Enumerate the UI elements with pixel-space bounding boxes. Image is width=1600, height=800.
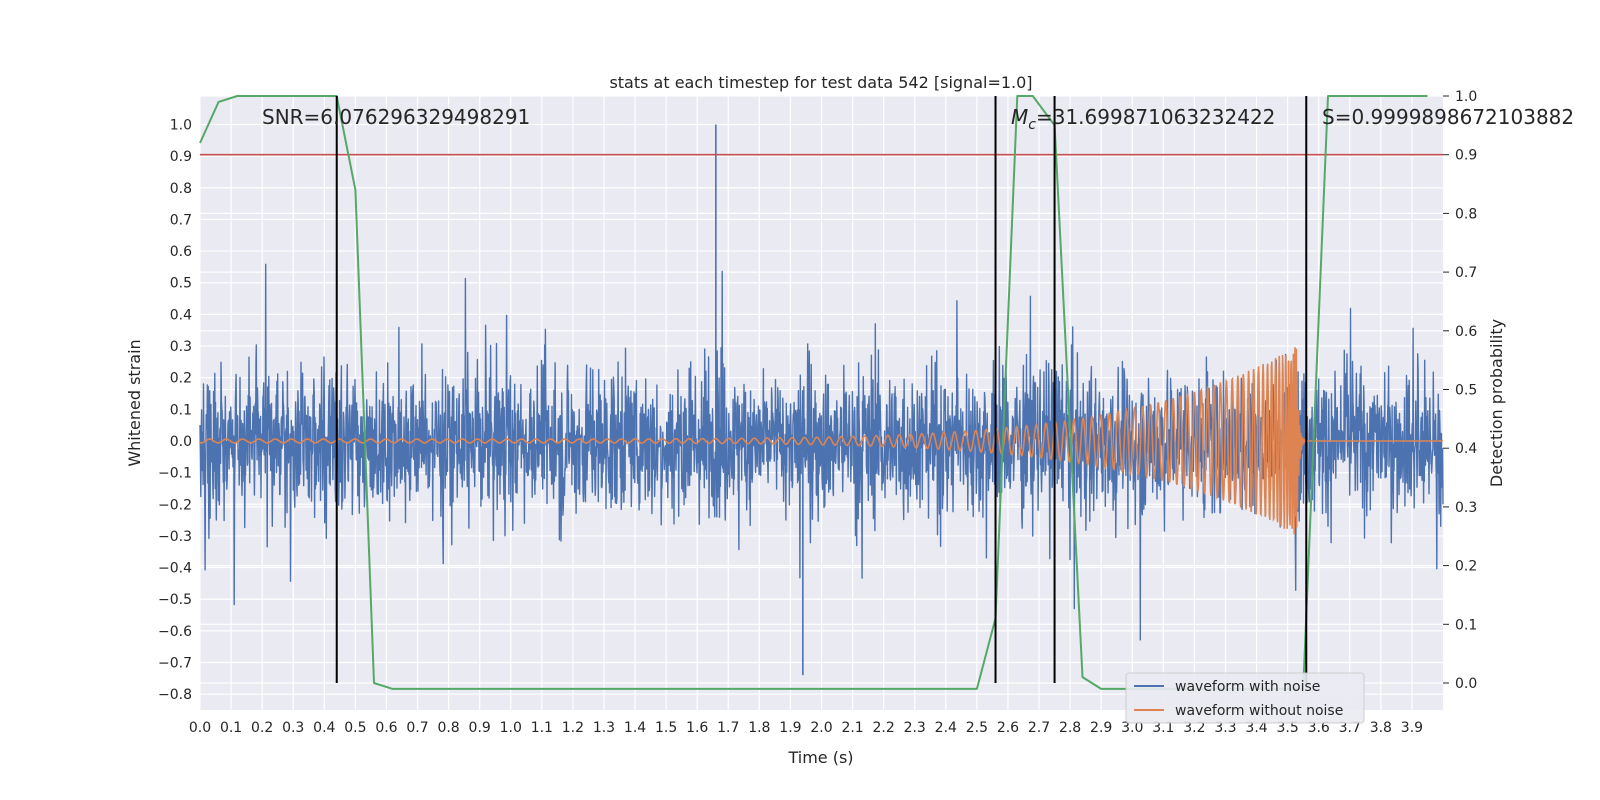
y2-tick-4: 0.6 — [1455, 324, 1477, 340]
x-tick-24: 2.4 — [935, 720, 957, 736]
y-tick-12: −0.2 — [158, 497, 192, 513]
x-tick-4: 0.4 — [313, 720, 335, 736]
x-tick-21: 2.1 — [841, 720, 863, 736]
y-tick-13: −0.3 — [158, 529, 192, 545]
x-tick-37: 3.7 — [1339, 720, 1361, 736]
y-tick-6: 0.4 — [170, 307, 192, 323]
series-waveform-without-noise — [199, 347, 1443, 535]
annotation-snr: SNR=6.076296329498291 — [262, 105, 530, 129]
x-tick-5: 0.5 — [344, 720, 366, 736]
x-tick-28: 2.8 — [1059, 720, 1081, 736]
y-tick-18: −0.8 — [158, 687, 192, 703]
y-tick-10: 0.0 — [170, 434, 192, 450]
y-tick-4: 0.6 — [170, 244, 192, 260]
x-tick-38: 3.8 — [1370, 720, 1392, 736]
y-tick-1: 0.9 — [170, 149, 192, 165]
x-tick-29: 2.9 — [1090, 720, 1112, 736]
y-tick-14: −0.4 — [158, 561, 192, 577]
x-axis-label: Time (s) — [787, 748, 853, 767]
x-tick-18: 1.8 — [748, 720, 770, 736]
y-tick-8: 0.2 — [170, 371, 192, 387]
y-tick-2: 0.8 — [170, 181, 192, 197]
y2-tick-7: 0.3 — [1455, 500, 1477, 516]
x-tick-15: 1.5 — [655, 720, 677, 736]
x-tick-0: 0.0 — [189, 720, 211, 736]
y2-tick-labels: 1.0 0.9 0.8 0.7 0.6 0.5 0.4 0.3 0.2 0.1 0.0 — [1443, 89, 1477, 692]
x-tick-33: 3.3 — [1214, 720, 1236, 736]
x-tick-14: 1.4 — [624, 720, 646, 736]
y2-tick-0: 1.0 — [1455, 89, 1477, 105]
legend-label-noise: waveform with noise — [1175, 679, 1320, 695]
x-tick-12: 1.2 — [562, 720, 584, 736]
x-tick-3: 0.3 — [282, 720, 304, 736]
y2-tick-2: 0.8 — [1455, 206, 1477, 222]
legend: waveform with noise waveform without noi… — [1125, 672, 1365, 724]
x-tick-labels: 0.0 0.1 0.2 0.3 0.4 0.5 0.6 0.7 0.8 0.9 1.0 1.1 1.2 1… — [189, 720, 1423, 736]
y2-tick-10: 0.0 — [1455, 676, 1477, 692]
y-tick-3: 0.7 — [170, 212, 192, 228]
y-tick-labels: 1.0 0.9 0.8 0.7 0.6 0.5 0.4 0.3 0.2 0.1 0.0 −0.1 −0.… — [158, 117, 192, 703]
y-tick-0: 1.0 — [170, 117, 192, 133]
chirp-path — [199, 347, 1443, 535]
y2-tick-9: 0.1 — [1455, 617, 1477, 633]
x-tick-10: 1.0 — [500, 720, 522, 736]
x-tick-35: 3.5 — [1276, 720, 1298, 736]
y-tick-7: 0.3 — [170, 339, 192, 355]
vertical-markers — [335, 96, 1308, 683]
y-axis-label: Whitened strain — [125, 339, 144, 466]
x-tick-36: 3.6 — [1308, 720, 1330, 736]
y2-tick-6: 0.4 — [1455, 441, 1477, 457]
y2-tick-8: 0.2 — [1455, 559, 1477, 575]
x-tick-23: 2.3 — [904, 720, 926, 736]
chart-title: stats at each timestep for test data 542… — [609, 73, 1032, 92]
annotation-mc-symbol: M — [1011, 105, 1028, 129]
y-tick-15: −0.5 — [158, 592, 192, 608]
x-tick-6: 0.6 — [375, 720, 397, 736]
y2-tick-3: 0.7 — [1455, 265, 1477, 281]
x-tick-8: 0.8 — [437, 720, 459, 736]
x-tick-16: 1.6 — [686, 720, 708, 736]
legend-box — [1125, 672, 1365, 724]
x-tick-17: 1.7 — [717, 720, 739, 736]
annotation-mc-sub: c — [1028, 117, 1036, 133]
annotation-s: S=0.9999898672103882 — [1322, 105, 1574, 129]
grid-lines — [199, 95, 1443, 710]
x-tick-26: 2.6 — [997, 720, 1019, 736]
x-tick-1: 0.1 — [220, 720, 242, 736]
x-tick-25: 2.5 — [966, 720, 988, 736]
annotation-mc-value: =31.699871063232422 — [1036, 105, 1275, 129]
x-tick-22: 2.2 — [873, 720, 895, 736]
x-tick-19: 1.9 — [779, 720, 801, 736]
x-tick-9: 0.9 — [469, 720, 491, 736]
x-tick-2: 0.2 — [251, 720, 273, 736]
y2-tick-5: 0.5 — [1455, 382, 1477, 398]
x-tick-31: 3.1 — [1152, 720, 1174, 736]
x-tick-39: 3.9 — [1401, 720, 1423, 736]
x-tick-34: 3.4 — [1245, 720, 1267, 736]
y-tick-5: 0.5 — [170, 276, 192, 292]
y2-tick-1: 0.9 — [1455, 148, 1477, 164]
y-tick-17: −0.7 — [158, 656, 192, 672]
legend-label-clean: waveform without noise — [1175, 703, 1343, 719]
y-tick-16: −0.6 — [158, 624, 192, 640]
x-tick-11: 1.1 — [531, 720, 553, 736]
y-tick-9: 0.1 — [170, 402, 192, 418]
x-tick-32: 3.2 — [1183, 720, 1205, 736]
x-tick-7: 0.7 — [406, 720, 428, 736]
x-tick-20: 2.0 — [810, 720, 832, 736]
y2-axis-label: Detection probability — [1487, 319, 1506, 487]
x-tick-27: 2.7 — [1028, 720, 1050, 736]
x-tick-30: 3.0 — [1121, 720, 1143, 736]
y-tick-11: −0.1 — [158, 466, 192, 482]
x-tick-13: 1.3 — [593, 720, 615, 736]
annotation-chirp-mass: Mc=31.699871063232422 — [1011, 105, 1275, 133]
